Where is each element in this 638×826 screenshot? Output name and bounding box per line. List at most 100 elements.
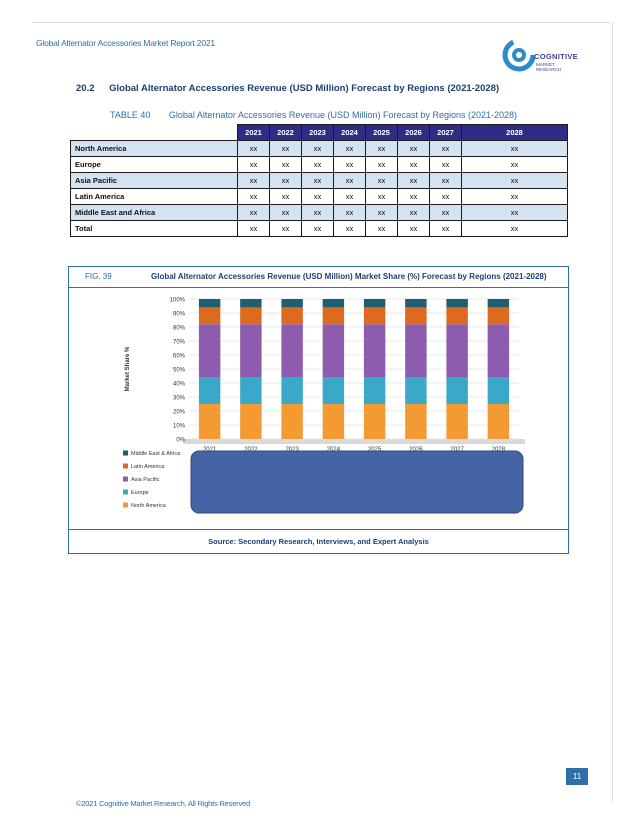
value-cell: xx	[302, 221, 334, 237]
legend-label: Europe	[131, 490, 149, 496]
bar-segment	[281, 404, 302, 439]
bar-segment	[446, 377, 467, 404]
bar-segment	[240, 299, 261, 307]
value-cell: xx	[430, 141, 462, 157]
value-cell: xx	[238, 141, 270, 157]
region-cell: Europe	[71, 157, 238, 173]
value-cell: xx	[462, 141, 568, 157]
bar-segment	[323, 324, 344, 377]
legend-overlay-box	[191, 451, 523, 513]
market-share-chart: 0% 10% 20% 30% 40% 50% 60% 70% 80% 90% 100% Market …	[119, 291, 529, 527]
column-header: 2023	[302, 125, 334, 141]
figure-title: Global Alternator Accessories Revenue (U…	[151, 272, 547, 281]
y-tick-label: 70%	[173, 340, 186, 346]
table-row: Asia Pacific xx xx xx xx xx xx xx xx	[71, 173, 568, 189]
legend-swatch	[123, 490, 128, 495]
table-header-corner	[71, 125, 238, 141]
y-tick-label: 100%	[170, 298, 186, 304]
table-title: Global Alternator Accessories Revenue (U…	[169, 110, 517, 120]
bar-segment	[323, 404, 344, 439]
bar-segment	[323, 377, 344, 404]
value-cell: xx	[238, 157, 270, 173]
column-header: 2022	[270, 125, 302, 141]
logo-subtext: MARKET RESEARCH	[536, 62, 561, 72]
value-cell: xx	[366, 173, 398, 189]
bar-segment	[364, 404, 385, 439]
y-axis-label: Market Share %	[125, 346, 131, 391]
value-cell: xx	[398, 189, 430, 205]
bar-segment	[281, 299, 302, 307]
value-cell: xx	[462, 173, 568, 189]
value-cell: xx	[398, 221, 430, 237]
value-cell: xx	[238, 173, 270, 189]
column-header: 2021	[238, 125, 270, 141]
value-cell: xx	[334, 157, 366, 173]
y-tick-label: 10%	[173, 424, 186, 430]
bar-segment	[199, 307, 220, 324]
figure-footer-divider	[69, 529, 568, 530]
value-cell: xx	[462, 189, 568, 205]
bar-segment	[446, 404, 467, 439]
copyright-footer: ©2021 Cognitive Market Research, All Rig…	[76, 799, 250, 808]
table-row: Middle East and Africa xx xx xx xx xx xx xx xx	[71, 205, 568, 221]
figure-source: Source: Secondary Research, Interviews, …	[69, 537, 568, 546]
table-body: North America xx xx xx xx xx xx xx xx Europe xx xx x…	[71, 141, 568, 237]
value-cell: xx	[270, 189, 302, 205]
value-cell: xx	[302, 189, 334, 205]
legend-label: North America	[131, 503, 167, 509]
value-cell: xx	[430, 173, 462, 189]
value-cell: xx	[366, 205, 398, 221]
region-cell: Total	[71, 221, 238, 237]
logo-sub-research: RESEARCH	[536, 67, 561, 72]
table-row: Total xx xx xx xx xx xx xx xx	[71, 221, 568, 237]
bar-segment	[488, 324, 509, 377]
bar-segment	[405, 404, 426, 439]
logo-wordmark: COGNITIVE	[534, 52, 578, 61]
bar-segment	[446, 299, 467, 307]
legend-swatch	[123, 503, 128, 508]
value-cell: xx	[270, 173, 302, 189]
value-cell: xx	[462, 157, 568, 173]
bar-segment	[240, 404, 261, 439]
column-header: 2028	[462, 125, 568, 141]
right-rule	[612, 22, 613, 802]
bar-segment	[405, 299, 426, 307]
legend-label: Middle East & Africa	[131, 451, 181, 457]
value-cell: xx	[270, 157, 302, 173]
value-cell: xx	[270, 221, 302, 237]
value-cell: xx	[398, 205, 430, 221]
y-tick-label: 30%	[173, 396, 186, 402]
value-cell: xx	[302, 141, 334, 157]
y-tick-label: 20%	[173, 410, 186, 416]
report-title: Global Alternator Accessories Market Rep…	[36, 38, 215, 48]
value-cell: xx	[366, 221, 398, 237]
bar-segment	[281, 307, 302, 324]
bar-segment	[364, 377, 385, 404]
value-cell: xx	[238, 221, 270, 237]
column-header: 2025	[366, 125, 398, 141]
value-cell: xx	[302, 157, 334, 173]
value-cell: xx	[302, 173, 334, 189]
region-cell: North America	[71, 141, 238, 157]
bar-segment	[364, 324, 385, 377]
y-tick-label: 80%	[173, 326, 186, 332]
bar-segment	[323, 299, 344, 307]
value-cell: xx	[398, 173, 430, 189]
chart-floor	[183, 439, 525, 444]
value-cell: xx	[334, 173, 366, 189]
bar-segment	[488, 377, 509, 404]
value-cell: xx	[238, 205, 270, 221]
section-title: Global Alternator Accessories Revenue (U…	[109, 83, 499, 94]
bar-segment	[199, 404, 220, 439]
value-cell: xx	[334, 221, 366, 237]
bar-segment	[199, 299, 220, 307]
table-row: North America xx xx xx xx xx xx xx xx	[71, 141, 568, 157]
value-cell: xx	[430, 157, 462, 173]
value-cell: xx	[334, 141, 366, 157]
bar-segment	[199, 377, 220, 404]
y-tick-label: 0%	[176, 438, 185, 444]
table-caption: TABLE 40 Global Alternator Accessories R…	[110, 110, 517, 120]
bar-segment	[199, 324, 220, 377]
table-header-row: 2021 2022 2023 2024 2025 2026 2027 2028	[71, 125, 568, 141]
y-tick-label: 50%	[173, 368, 186, 374]
